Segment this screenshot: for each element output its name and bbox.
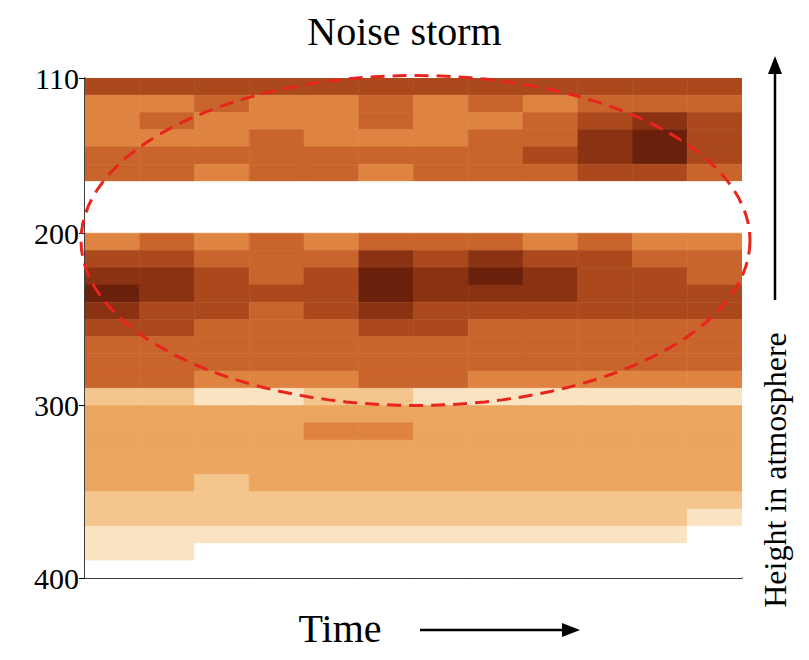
- svg-text:110: 110: [35, 62, 79, 95]
- svg-text:Noise storm: Noise storm: [307, 9, 501, 54]
- svg-text:Height in atmosphere: Height in atmosphere: [757, 332, 793, 607]
- svg-text:200: 200: [34, 217, 79, 250]
- svg-text:300: 300: [34, 389, 79, 422]
- svg-text:400: 400: [34, 562, 79, 595]
- svg-text:Time: Time: [298, 606, 381, 651]
